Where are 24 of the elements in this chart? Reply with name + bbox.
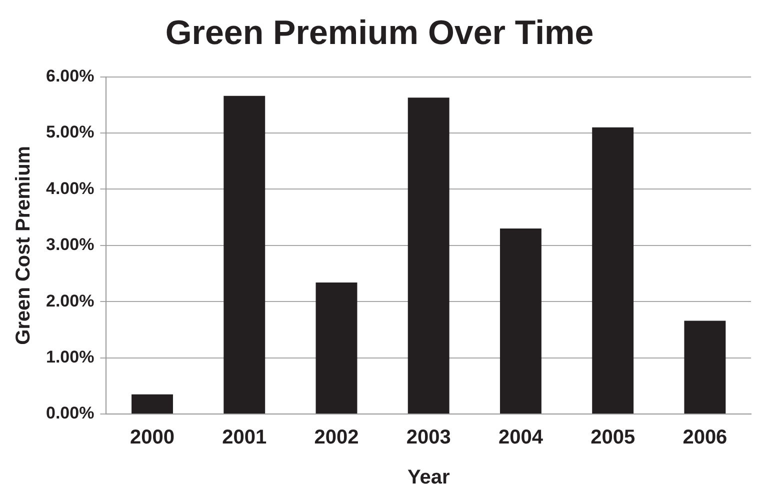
x-tick-label: 2005	[590, 426, 636, 449]
bar	[592, 127, 634, 414]
y-tick-label: 0.00%	[46, 404, 94, 423]
bar	[132, 394, 173, 414]
x-tick-label: 2004	[498, 426, 544, 449]
x-tick-label: 2000	[130, 426, 175, 449]
bar	[224, 96, 266, 414]
y-tick-label: 2.00%	[46, 291, 94, 310]
bar	[408, 98, 450, 414]
y-tick-label: 4.00%	[46, 178, 94, 198]
y-axis-title: Green Cost Premium	[12, 146, 35, 345]
x-tick-label: 2003	[406, 426, 451, 449]
x-tick-label: 2002	[314, 426, 359, 449]
x-tick-label: 2006	[682, 426, 728, 449]
x-axis-title: Year	[407, 466, 450, 489]
y-tick-label: 5.00%	[46, 122, 94, 142]
bar	[500, 228, 542, 414]
x-tick-label: 2001	[222, 426, 267, 449]
bar	[684, 320, 726, 414]
y-tick-label: 6.00%	[46, 66, 94, 86]
y-tick-label: 3.00%	[46, 235, 94, 254]
bar	[316, 282, 358, 414]
chart-title: Green Premium Over Time	[165, 14, 594, 52]
y-tick-label: 1.00%	[46, 347, 94, 366]
